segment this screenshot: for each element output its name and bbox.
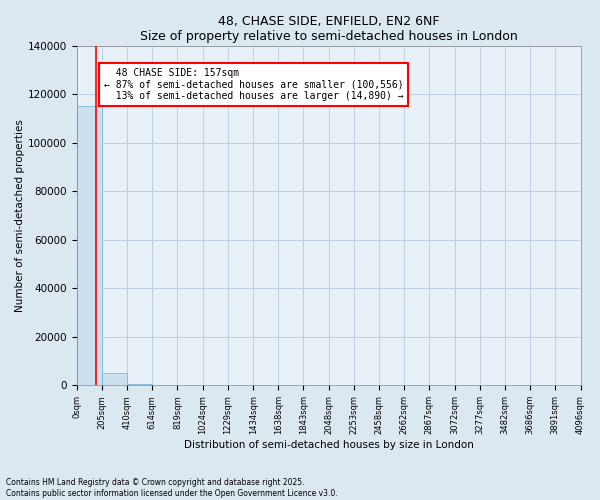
- Bar: [127, 384, 152, 386]
- X-axis label: Distribution of semi-detached houses by size in London: Distribution of semi-detached houses by …: [184, 440, 473, 450]
- Bar: [77, 106, 102, 386]
- Bar: [102, 373, 127, 386]
- Text: Contains HM Land Registry data © Crown copyright and database right 2025.
Contai: Contains HM Land Registry data © Crown c…: [6, 478, 338, 498]
- Text: 48 CHASE SIDE: 157sqm
← 87% of semi-detached houses are smaller (100,556)
  13% : 48 CHASE SIDE: 157sqm ← 87% of semi-deta…: [104, 68, 403, 101]
- Title: 48, CHASE SIDE, ENFIELD, EN2 6NF
Size of property relative to semi-detached hous: 48, CHASE SIDE, ENFIELD, EN2 6NF Size of…: [140, 15, 517, 43]
- Y-axis label: Number of semi-detached properties: Number of semi-detached properties: [15, 119, 25, 312]
